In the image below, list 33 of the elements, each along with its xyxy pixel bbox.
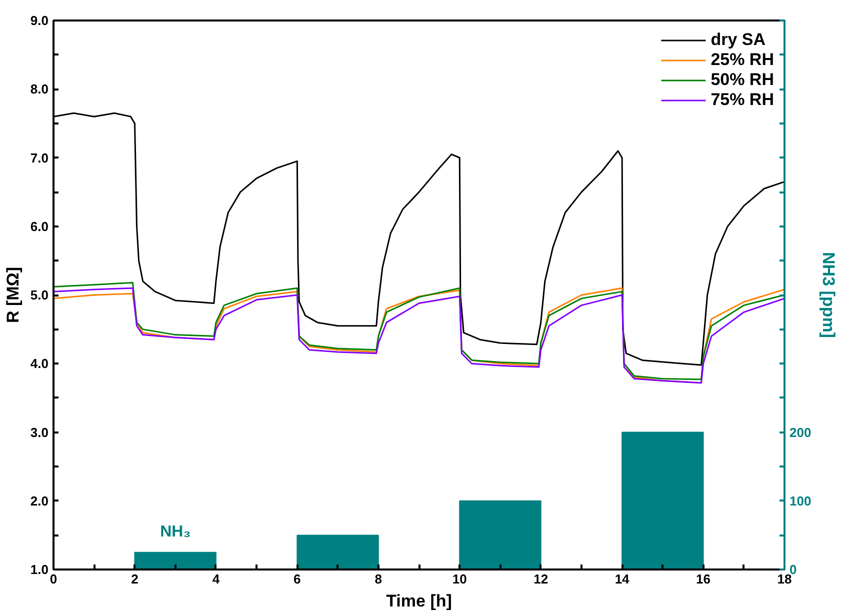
y-tick-label: 6.0	[30, 218, 49, 234]
y2-tick-label: 100	[790, 493, 812, 508]
y-tick-label: 9.0	[30, 13, 49, 28]
bar	[134, 552, 216, 570]
x-tick-label: 8	[374, 572, 382, 586]
y2-tick-label: 200	[790, 424, 812, 440]
y-tick-label: 3.0	[30, 424, 49, 440]
bar	[296, 534, 379, 570]
x-axis-title: Time [h]	[386, 592, 452, 610]
legend-label: 50% RH	[710, 70, 774, 90]
legend-label: 75% RH	[710, 90, 774, 110]
bar	[622, 432, 704, 570]
y-tick-label: 1.0	[30, 562, 49, 577]
x-tick-label: 6	[294, 572, 301, 586]
y-tick-label: 7.0	[30, 150, 49, 166]
y-tick-label: 8.0	[30, 82, 49, 97]
bar	[459, 500, 542, 570]
x-tick-label: 10	[452, 572, 467, 586]
x-tick-label: 4	[212, 572, 220, 586]
legend-label: 25% RH	[710, 50, 774, 70]
y-tick-label: 5.0	[30, 288, 49, 302]
x-tick-label: 14	[614, 572, 630, 586]
y-tick-label: 2.0	[30, 493, 49, 508]
y-tick-label: 4.0	[30, 356, 49, 372]
x-tick-label: 16	[696, 572, 711, 586]
x-tick-label: 0	[50, 572, 58, 586]
legend-label: dry SA	[710, 30, 766, 50]
y-axis-title: R [MΩ]	[3, 266, 22, 324]
x-tick-label: 12	[534, 572, 548, 586]
x-tick-label: 2	[131, 572, 138, 586]
y2-axis-title: NH3 [ppm]	[819, 252, 838, 338]
y2-tick-label: 0	[790, 562, 797, 577]
annotation: NH₃	[160, 523, 191, 540]
